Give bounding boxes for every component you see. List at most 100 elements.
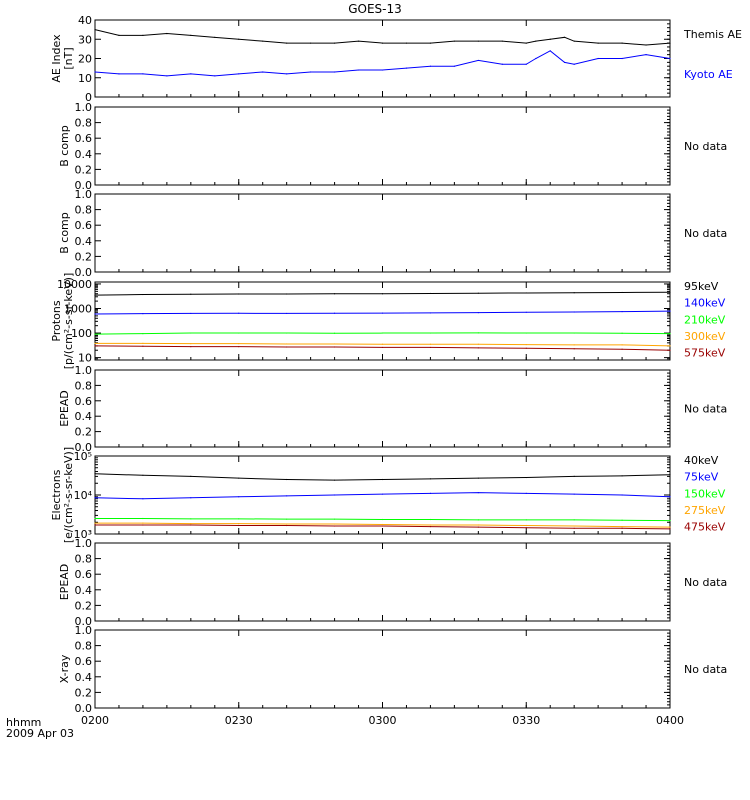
data-point-40kev	[286, 478, 288, 481]
data-point-210kev	[286, 332, 288, 334]
data-point-40kev	[94, 473, 96, 475]
data-point-150kev	[573, 519, 575, 521]
data-point-75kev	[669, 496, 671, 498]
data-point-140kev	[573, 311, 575, 313]
panel-2-ytick-label: 1.0	[75, 101, 93, 114]
data-point-themis-ae	[166, 32, 168, 35]
data-point-210kev	[381, 332, 384, 334]
panel-8-ytick-label: 0.4	[75, 671, 93, 684]
data-point-75kev	[525, 492, 527, 494]
data-point-210kev	[333, 332, 336, 334]
panel-3-no-data: No data	[684, 227, 727, 240]
data-point-575kev	[429, 346, 432, 349]
data-point-kyoto-ae	[142, 73, 144, 75]
legend-label: 275keV	[684, 504, 726, 517]
legend-label: 95keV	[684, 280, 719, 293]
data-point-40kev	[190, 475, 192, 477]
data-point-140kev	[142, 313, 144, 315]
data-point-140kev	[381, 312, 384, 314]
panel-5-ytick-label: 1.0	[75, 364, 93, 377]
data-point-themis-ae	[573, 40, 575, 42]
data-point-475kev	[142, 524, 144, 526]
chart-title: GOES-13	[348, 2, 402, 16]
data-point-475kev	[573, 527, 575, 529]
data-point-95kev	[286, 293, 288, 295]
data-point-140kev	[669, 310, 671, 312]
data-point-575kev	[525, 347, 527, 349]
data-point-475kev	[381, 525, 384, 527]
panel-1-frame	[94, 19, 671, 98]
data-point-575kev	[381, 346, 384, 349]
data-point-475kev	[190, 524, 192, 526]
data-point-themis-ae	[381, 42, 384, 44]
data-point-themis-ae	[621, 42, 623, 44]
data-point-40kev	[333, 479, 336, 481]
panel-3-ytick-label: 0.2	[75, 250, 93, 263]
data-point-kyoto-ae	[214, 75, 216, 77]
data-point-40kev	[381, 478, 384, 481]
panel-1-ytick-label: 30	[78, 33, 92, 46]
data-point-150kev	[669, 520, 671, 522]
data-point-95kev	[525, 292, 527, 294]
data-point-300kev	[142, 342, 144, 344]
legend-label: 40keV	[684, 454, 719, 467]
panel-2-ytick-label: 0.8	[75, 117, 93, 130]
data-point-75kev	[333, 494, 336, 496]
data-point-275kev	[429, 524, 432, 526]
data-point-275kev	[669, 526, 671, 528]
data-point-40kev	[525, 476, 527, 479]
panel-7-ytick-label: 0.2	[75, 599, 93, 612]
panel-2-ylabel: B comp	[58, 125, 71, 167]
data-point-75kev	[286, 495, 288, 497]
data-point-140kev	[333, 312, 336, 314]
data-point-150kev	[190, 518, 192, 520]
data-point-kyoto-ae	[535, 57, 537, 60]
data-point-300kev	[429, 343, 432, 345]
data-point-kyoto-ae	[381, 69, 384, 71]
panel-8-ytick-label: 1.0	[75, 624, 93, 637]
data-point-kyoto-ae	[525, 63, 527, 65]
data-point-95kev	[142, 293, 144, 296]
footer-hhmm: hhmm	[6, 716, 42, 729]
panel-5-ytick-label: 0.8	[75, 379, 93, 392]
data-point-575kev	[669, 349, 671, 351]
panel-1-ytick-label: 10	[78, 72, 92, 85]
data-point-275kev	[286, 523, 288, 525]
data-point-140kev	[429, 312, 432, 314]
x-tick-label: 0400	[656, 714, 684, 727]
data-point-275kev	[142, 522, 144, 524]
data-point-40kev	[142, 474, 144, 476]
data-point-575kev	[190, 346, 192, 348]
data-point-themis-ae	[190, 34, 192, 37]
x-tick-label: 0330	[512, 714, 540, 727]
data-point-210kev	[142, 333, 144, 335]
panel-4-ytick-label: 1000	[64, 303, 92, 316]
data-point-140kev	[286, 312, 288, 315]
panel-3-ytick-label: 0.6	[75, 219, 93, 232]
footer-date: 2009 Apr 03	[6, 727, 75, 740]
data-point-40kev	[669, 474, 671, 476]
panel-3-ytick-label: 0.4	[75, 235, 93, 248]
panel-3-frame	[94, 193, 671, 273]
data-point-40kev	[477, 477, 479, 479]
data-point-themis-ae	[477, 40, 479, 42]
data-point-275kev	[477, 524, 479, 526]
data-point-themis-ae	[525, 42, 527, 44]
data-point-210kev	[525, 332, 527, 334]
data-point-75kev	[142, 498, 144, 500]
panel-7-ytick-label: 0.8	[75, 553, 93, 566]
data-point-40kev	[573, 475, 575, 477]
data-point-kyoto-ae	[333, 71, 336, 73]
panel-6-ylabel: Electrons	[50, 469, 63, 520]
data-point-475kev	[238, 524, 240, 527]
panel-7-ytick-label: 1.0	[75, 537, 93, 550]
panel-1-ylabel: [nT]	[62, 47, 75, 69]
panel-5-frame	[94, 369, 671, 448]
data-point-kyoto-ae	[262, 71, 264, 73]
panel-7-ytick-label: 0.4	[75, 584, 93, 597]
data-point-75kev	[621, 494, 623, 496]
panel-8-ylabel: X-ray	[58, 654, 71, 683]
data-point-themis-ae	[357, 40, 360, 42]
data-point-150kev	[381, 518, 384, 521]
panel-1-ytick-label: 40	[78, 14, 92, 27]
